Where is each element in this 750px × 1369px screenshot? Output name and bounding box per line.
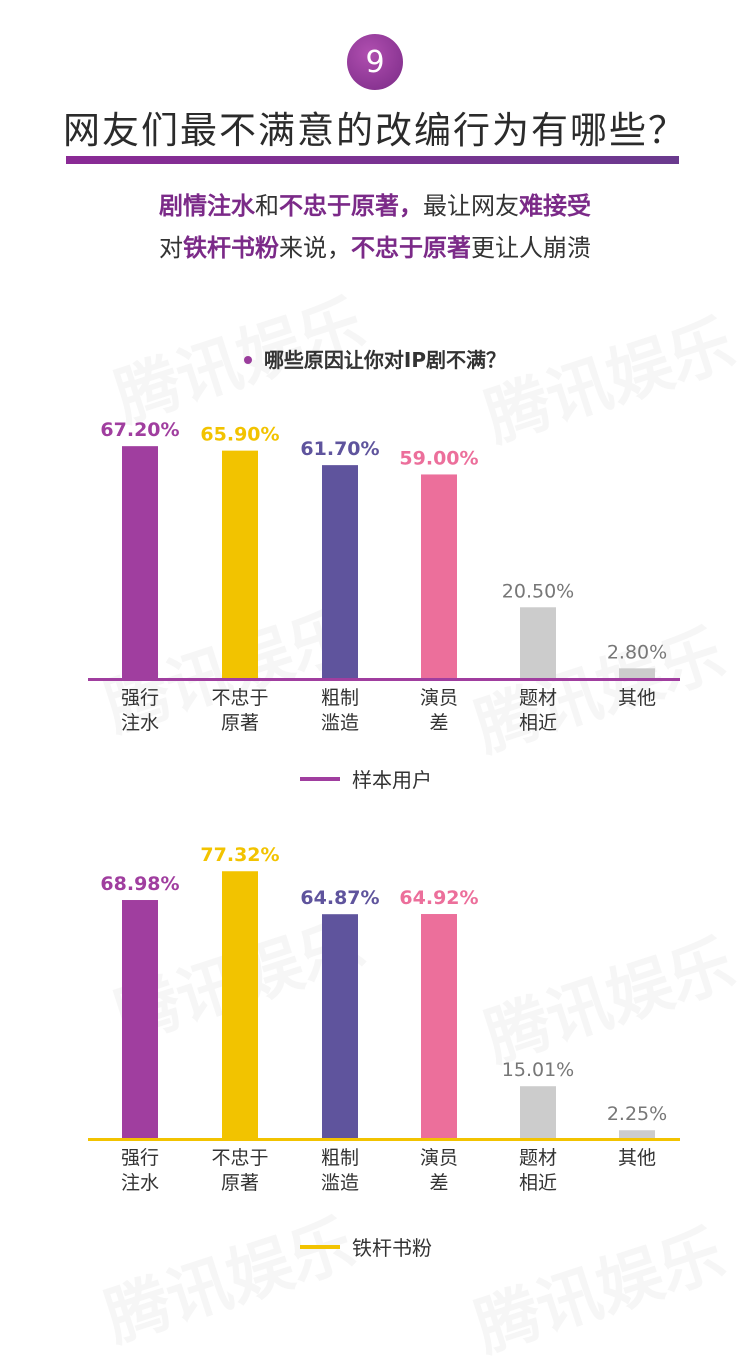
bar (619, 1130, 655, 1138)
title-underline (66, 156, 679, 164)
chart-question-text: 哪些原因让你对IP剧不满？ (263, 348, 507, 372)
subtitle-line-1: 剧情注水和不忠于原著，最让网友难接受 (0, 186, 750, 221)
category-label: 演员 (420, 687, 458, 709)
data-label: 67.20% (100, 419, 179, 441)
page-title: 网友们最不满意的改编行为有哪些？ (63, 109, 687, 152)
data-label: 2.25% (607, 1103, 667, 1125)
subtitle-segment: 最让网友 (423, 192, 519, 220)
category-label: 相近 (519, 1172, 557, 1194)
legend-label: 铁杆书粉 (352, 1236, 432, 1260)
subtitle-line-2: 对铁杆书粉来说，不忠于原著更让人崩溃 (0, 228, 750, 263)
category-label: 差 (429, 712, 448, 734)
section-number-badge: 9 (347, 34, 403, 90)
bar (322, 914, 358, 1138)
subtitle-segment: 更让人崩溃 (471, 234, 591, 262)
subtitle-segment: 对 (159, 234, 183, 262)
subtitle-segment: 不忠于原著 (351, 234, 471, 262)
category-label: 注水 (121, 712, 159, 734)
subtitle-segment: 剧情注水 (159, 192, 255, 220)
category-label: 滥造 (321, 1172, 359, 1194)
category-label: 注水 (121, 1172, 159, 1194)
legend-swatch (300, 1244, 340, 1249)
bar (421, 474, 457, 678)
data-label: 65.90% (200, 424, 279, 446)
bar (421, 914, 457, 1138)
category-label: 相近 (519, 712, 557, 734)
category-label: 原著 (221, 1172, 259, 1194)
category-label: 不忠于 (211, 687, 268, 709)
subtitle-segment: 难接受 (519, 192, 591, 220)
category-label: 差 (429, 1172, 448, 1194)
watermark: 腾讯娱乐 (96, 1206, 364, 1357)
category-label: 题材 (519, 687, 557, 709)
bar (322, 465, 358, 678)
legend-sample-users: 样本用户 (300, 764, 432, 793)
data-label: 15.01% (502, 1059, 574, 1081)
watermark: 腾讯娱乐 (466, 1216, 734, 1367)
subtitle-segment: 铁杆书粉 (183, 234, 279, 262)
bar (520, 1086, 556, 1138)
category-label: 原著 (221, 712, 259, 734)
subtitle-segment: 来说， (279, 234, 351, 262)
category-label: 粗制 (321, 687, 359, 709)
bullet-dot-icon (243, 355, 252, 364)
chart-question: 哪些原因让你对IP剧不满？ (0, 344, 750, 373)
category-label: 滥造 (321, 712, 359, 734)
category-label: 其他 (618, 1147, 656, 1169)
subtitle-segment: 和 (255, 192, 279, 220)
category-label: 题材 (519, 1147, 557, 1169)
category-label: 强行 (121, 1147, 159, 1169)
category-label: 其他 (618, 687, 656, 709)
legend-label: 样本用户 (352, 768, 432, 792)
data-label: 59.00% (399, 447, 478, 469)
data-label: 64.87% (300, 887, 379, 909)
category-label: 不忠于 (211, 1147, 268, 1169)
data-label: 61.70% (300, 438, 379, 460)
bar (520, 607, 556, 678)
bar (222, 871, 258, 1138)
chart-baseline (88, 1138, 680, 1141)
bar (619, 668, 655, 678)
data-label: 2.80% (607, 641, 667, 663)
bar (122, 900, 158, 1138)
category-label: 粗制 (321, 1147, 359, 1169)
chart-baseline (88, 678, 680, 681)
bar (222, 450, 258, 678)
bar (122, 446, 158, 678)
data-label: 68.98% (100, 873, 179, 895)
legend-hardcore-fans: 铁杆书粉 (300, 1232, 432, 1261)
category-label: 强行 (121, 687, 159, 709)
subtitle-segment: 不忠于原著， (279, 192, 423, 220)
legend-swatch (300, 776, 340, 781)
data-label: 64.92% (399, 887, 478, 909)
data-label: 20.50% (502, 580, 574, 602)
category-label: 演员 (420, 1147, 458, 1169)
data-label: 77.32% (200, 844, 279, 866)
